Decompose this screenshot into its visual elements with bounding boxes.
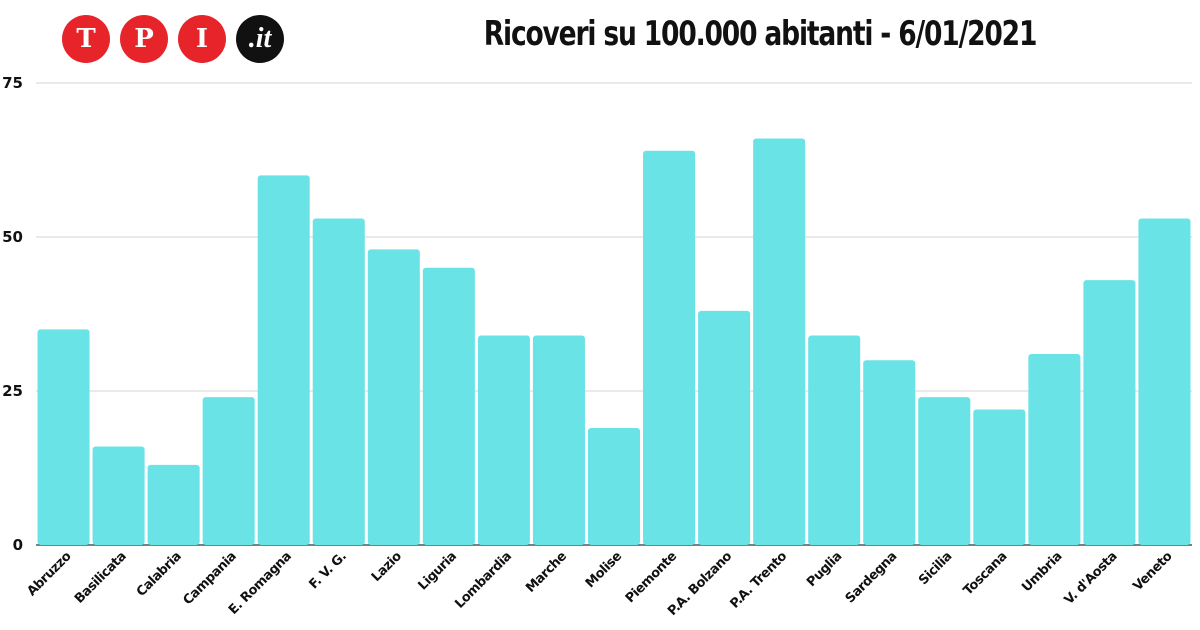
bar xyxy=(422,267,475,545)
bar xyxy=(643,150,696,545)
y-axis-ticks: 0 25 50 75 xyxy=(2,74,23,554)
x-tick-label: Lazio xyxy=(369,549,405,585)
bar xyxy=(477,335,530,545)
x-tick-label: Piemonte xyxy=(623,549,680,606)
bar xyxy=(1138,218,1191,545)
bar xyxy=(92,446,145,545)
y-tick-label: 50 xyxy=(2,228,23,246)
bar xyxy=(698,310,751,545)
x-tick-label: Lombardia xyxy=(452,549,514,611)
x-tick-label: Campania xyxy=(181,549,240,608)
x-tick-label: Abruzzo xyxy=(24,549,74,599)
x-tick-label: Sicilia xyxy=(916,549,955,588)
y-tick-label: 0 xyxy=(13,536,23,554)
x-tick-label: Umbria xyxy=(1019,549,1065,595)
bar xyxy=(367,249,420,545)
bar xyxy=(1083,280,1136,545)
bar xyxy=(918,397,971,545)
bar xyxy=(1028,354,1081,545)
bar xyxy=(257,175,310,545)
bars xyxy=(37,138,1191,545)
bar xyxy=(973,409,1026,545)
bar xyxy=(808,335,861,545)
bar xyxy=(753,138,806,545)
bar xyxy=(863,360,916,545)
bar xyxy=(312,218,365,545)
logo-letter-p: P xyxy=(120,15,168,63)
y-tick-label: 25 xyxy=(2,382,23,400)
logo-letter-i: I xyxy=(178,15,226,63)
bar xyxy=(587,427,641,545)
x-tick-label: Marche xyxy=(523,549,570,596)
x-tick-label: Liguria xyxy=(416,549,460,593)
x-tick-label: F. V. G. xyxy=(307,549,350,592)
logo-letter-t: T xyxy=(62,15,110,63)
x-tick-label: V. d'Aosta xyxy=(1062,549,1121,608)
x-tick-label: Molise xyxy=(583,549,625,591)
x-tick-label: Sardegna xyxy=(843,549,900,606)
bar xyxy=(202,397,255,545)
bar xyxy=(532,335,585,545)
x-tick-label: P.A. Trento xyxy=(727,549,790,612)
x-tick-label: Basilicata xyxy=(72,549,129,606)
x-tick-label: Calabria xyxy=(134,549,185,600)
logo-it: .it xyxy=(236,15,284,63)
x-tick-label: Veneto xyxy=(1130,549,1175,594)
x-tick-label: Toscana xyxy=(961,549,1010,598)
y-tick-label: 75 xyxy=(2,74,23,92)
tpi-logo: T P I .it xyxy=(62,15,292,63)
chart-title: Ricoveri su 100.000 abitanti - 6/01/2021 xyxy=(483,14,1038,54)
x-tick-label: Puglia xyxy=(804,549,845,590)
bar xyxy=(37,329,90,545)
bar xyxy=(147,464,200,545)
